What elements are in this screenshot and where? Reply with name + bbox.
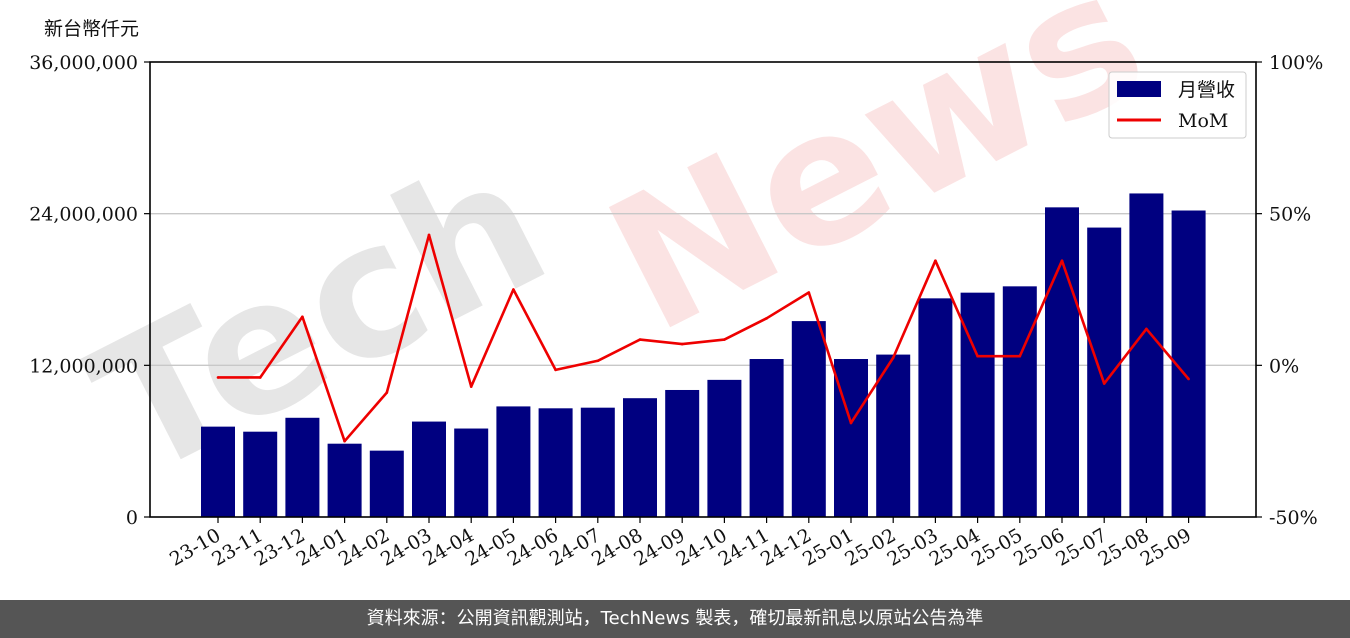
mom-point-25-09 — [1187, 377, 1190, 381]
bar-24-06 — [538, 408, 573, 517]
mom-point-24-04 — [469, 385, 473, 388]
mom-point-25-01 — [849, 421, 853, 425]
bar-24-03 — [412, 421, 446, 517]
legend-label-revenue: 月營收 — [1178, 79, 1235, 101]
bar-23-10 — [201, 426, 235, 517]
bar-25-05 — [1002, 286, 1037, 517]
mom-point-24-10 — [723, 338, 726, 341]
mom-point-25-02 — [891, 356, 895, 360]
bar-24-01 — [327, 443, 362, 517]
bar-series — [201, 193, 1206, 517]
y-axis-unit-label: 新台幣仟元 — [44, 18, 140, 40]
mom-point-25-08 — [1145, 327, 1148, 331]
mom-point-25-07 — [1102, 382, 1106, 385]
y-left-tick-label: 24,000,000 — [29, 204, 138, 226]
bar-25-03 — [918, 298, 953, 517]
mom-point-24-11 — [765, 317, 768, 320]
bar-24-12 — [791, 321, 826, 517]
bar-24-10 — [707, 379, 742, 517]
source-footer: 資料來源：公開資訊觀測站，TechNews 製表，確切最新訊息以原站公告為準 — [0, 600, 1350, 638]
mom-point-23-12 — [301, 315, 304, 319]
bar-24-04 — [454, 428, 489, 517]
bar-23-12 — [285, 417, 320, 517]
revenue-chart: Tech News 012,000,00024,000,00036,000,00… — [29, 0, 1323, 571]
bar-24-05 — [496, 406, 531, 517]
mom-point-25-03 — [934, 259, 937, 262]
bar-25-02 — [876, 354, 911, 517]
mom-point-23-10 — [216, 376, 220, 379]
mom-line — [218, 233, 1190, 443]
y-left-tick-label: 12,000,000 — [29, 355, 138, 377]
legend-label-mom: MoM — [1178, 110, 1228, 132]
plot-frame — [149, 61, 1257, 518]
mom-point-24-09 — [680, 342, 684, 346]
y-left-tick-label: 36,000,000 — [29, 52, 138, 74]
legend: 月營收 MoM — [1108, 71, 1247, 139]
bar-24-08 — [623, 398, 657, 517]
bar-24-09 — [665, 389, 700, 517]
mom-point-24-02 — [385, 391, 389, 394]
bar-25-07 — [1087, 227, 1122, 517]
mom-point-25-05 — [1018, 354, 1022, 358]
y-right-tick-label: 100% — [1269, 52, 1323, 74]
bar-24-02 — [369, 450, 404, 517]
mom-point-25-06 — [1060, 259, 1064, 262]
bar-25-06 — [1045, 207, 1079, 517]
bar-23-11 — [243, 431, 278, 517]
mom-point-24-03 — [427, 233, 431, 237]
y-right-tick-label: 50% — [1269, 204, 1311, 226]
watermark-news: News — [577, 0, 1175, 374]
line-series — [216, 233, 1190, 443]
mom-point-23-11 — [258, 376, 262, 379]
y-left-tick-label: 0 — [126, 507, 138, 529]
bar-24-07 — [580, 407, 615, 517]
mom-point-24-01 — [343, 439, 346, 443]
mom-point-24-05 — [512, 288, 515, 291]
bar-25-08 — [1129, 193, 1164, 517]
mom-point-24-12 — [807, 291, 811, 294]
mom-point-24-06 — [554, 368, 557, 372]
mom-point-25-04 — [976, 354, 979, 358]
y-right-tick-label: -50% — [1269, 507, 1318, 529]
y-right-tick-label: 0% — [1269, 355, 1299, 377]
mom-point-24-07 — [596, 359, 600, 363]
bar-24-11 — [749, 359, 784, 517]
mom-point-24-08 — [638, 338, 642, 341]
legend-bar-swatch — [1117, 81, 1161, 97]
